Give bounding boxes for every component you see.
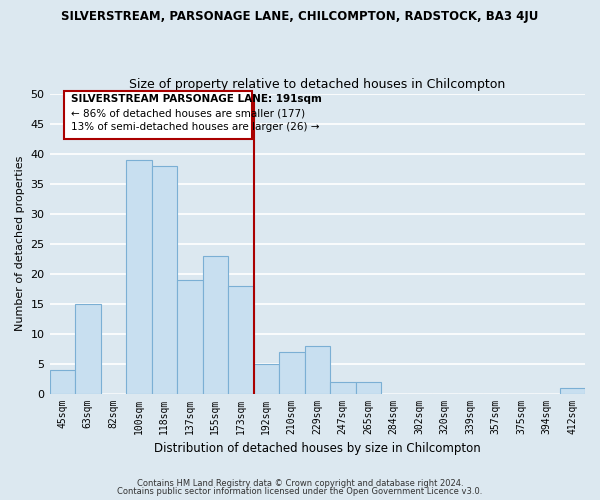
Bar [356, 382, 381, 394]
Text: ← 86% of detached houses are smaller (177): ← 86% of detached houses are smaller (17… [71, 108, 305, 118]
Bar [560, 388, 585, 394]
Bar [126, 160, 152, 394]
Bar [254, 364, 279, 394]
X-axis label: Distribution of detached houses by size in Chilcompton: Distribution of detached houses by size … [154, 442, 481, 455]
Text: Contains public sector information licensed under the Open Government Licence v3: Contains public sector information licen… [118, 488, 482, 496]
Text: SILVERSTREAM PARSONAGE LANE: 191sqm: SILVERSTREAM PARSONAGE LANE: 191sqm [71, 94, 322, 104]
FancyBboxPatch shape [64, 90, 252, 138]
Bar [228, 286, 254, 394]
Bar [330, 382, 356, 394]
Title: Size of property relative to detached houses in Chilcompton: Size of property relative to detached ho… [129, 78, 505, 91]
Bar [279, 352, 305, 394]
Bar [50, 370, 75, 394]
Bar [177, 280, 203, 394]
Text: Contains HM Land Registry data © Crown copyright and database right 2024.: Contains HM Land Registry data © Crown c… [137, 478, 463, 488]
Text: SILVERSTREAM, PARSONAGE LANE, CHILCOMPTON, RADSTOCK, BA3 4JU: SILVERSTREAM, PARSONAGE LANE, CHILCOMPTO… [61, 10, 539, 23]
Bar [305, 346, 330, 394]
Bar [203, 256, 228, 394]
Text: 13% of semi-detached houses are larger (26) →: 13% of semi-detached houses are larger (… [71, 122, 320, 132]
Y-axis label: Number of detached properties: Number of detached properties [15, 156, 25, 331]
Bar [75, 304, 101, 394]
Bar [152, 166, 177, 394]
